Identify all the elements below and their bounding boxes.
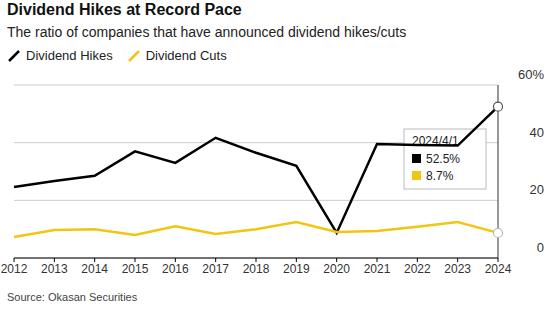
svg-text:2021: 2021 (364, 262, 391, 276)
html-text:Dividend Cuts: Dividend Cuts (145, 48, 227, 63)
svg-text:2016: 2016 (162, 262, 189, 276)
svg-text:2022: 2022 (404, 262, 431, 276)
html-text:Source: Okasan Securities: Source: Okasan Securities (7, 291, 138, 303)
html-text:Dividend Hikes at Record Pace: Dividend Hikes at Record Pace (7, 1, 242, 18)
svg-text:0: 0 (537, 240, 544, 255)
svg-text:2018: 2018 (243, 262, 270, 276)
svg-text:2013: 2013 (41, 262, 68, 276)
svg-text:2014: 2014 (81, 262, 108, 276)
svg-text:2020: 2020 (323, 262, 350, 276)
svg-text:2019: 2019 (283, 262, 310, 276)
svg-text:2015: 2015 (122, 262, 149, 276)
svg-text:52.5%: 52.5% (426, 152, 460, 166)
svg-text:8.7%: 8.7% (426, 169, 454, 183)
svg-text:20: 20 (530, 182, 544, 197)
html-text:Dividend Hikes: Dividend Hikes (26, 48, 113, 63)
svg-text:2012: 2012 (8, 262, 28, 276)
html-text:The ratio of companies that ha: The ratio of companies that have announc… (7, 24, 407, 40)
svg-text:2017: 2017 (202, 262, 229, 276)
svg-text:2024/4/1: 2024/4/1 (412, 134, 459, 148)
svg-text:2024: 2024 (485, 262, 512, 276)
svg-text:60%: 60% (518, 67, 544, 82)
svg-text:40: 40 (530, 125, 544, 140)
svg-text:2023: 2023 (444, 262, 471, 276)
